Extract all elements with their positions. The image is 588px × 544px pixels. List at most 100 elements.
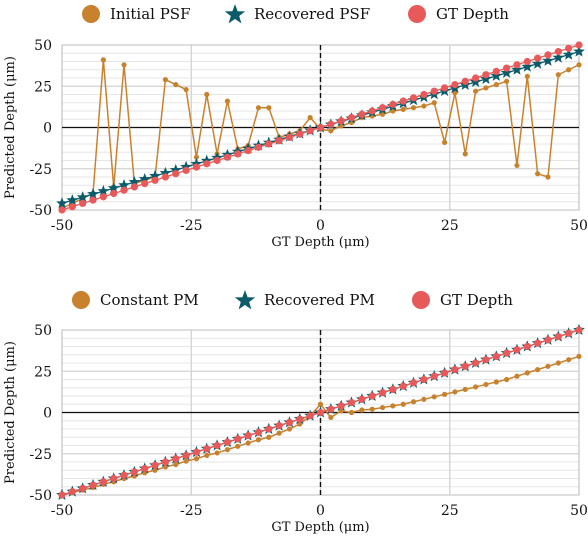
data-point-gt-depth	[79, 199, 87, 207]
data-point-gt-depth	[420, 375, 428, 384]
data-point-constant-pm	[266, 434, 272, 440]
data-point-gt-depth	[296, 415, 304, 423]
data-point-constant-pm	[421, 396, 427, 402]
data-point-gt-depth	[482, 71, 490, 79]
data-point-constant-pm	[214, 450, 220, 456]
data-point-gt-depth	[554, 333, 562, 341]
data-point-initial-psf	[493, 82, 499, 88]
data-point-recovered-psf	[56, 197, 68, 209]
data-point-gt-depth	[451, 366, 459, 374]
x-tick-label: 50	[570, 503, 588, 519]
data-point-constant-pm	[535, 367, 541, 373]
data-point-gt-depth	[213, 441, 221, 450]
y-tick-label: -25	[29, 162, 52, 178]
data-point-gt-depth	[120, 471, 128, 479]
x-tick-label: 0	[316, 218, 325, 234]
legend-item-gt-depth-2: GT Depth	[410, 286, 513, 314]
data-point-constant-pm	[369, 406, 375, 412]
data-point-gt-depth	[368, 392, 376, 400]
data-point-constant-pm	[204, 452, 210, 458]
data-point-gt-depth	[79, 484, 87, 492]
data-point-constant-pm	[235, 443, 241, 449]
data-point-gt-depth	[141, 465, 149, 473]
data-point-initial-psf	[524, 73, 530, 79]
data-point-gt-depth	[316, 408, 325, 417]
chart-initial-psf: -50 -25 0 25 50 -50 -25 0 25 50 GT Depth (μm) Predi…	[3, 38, 588, 250]
data-point-gt-depth	[192, 448, 201, 456]
data-point-gt-depth	[534, 339, 542, 347]
data-point-gt-depth	[99, 193, 107, 201]
y-tick-label: -50	[29, 488, 52, 504]
data-point-gt-depth	[337, 117, 345, 125]
legend-marker-star-teal	[224, 4, 246, 24]
data-point-gt-depth	[472, 74, 480, 82]
data-point-constant-pm	[379, 404, 386, 411]
data-point-constant-pm	[483, 381, 489, 388]
data-point-initial-psf	[535, 171, 541, 177]
data-point-initial-psf	[307, 115, 313, 121]
data-point-constant-pm	[493, 379, 499, 385]
data-point-gt-depth	[389, 385, 397, 393]
data-point-gt-depth	[461, 77, 469, 85]
data-point-gt-depth	[161, 458, 169, 466]
data-point-recovered-psf	[490, 69, 503, 81]
data-point-constant-pm	[431, 394, 437, 400]
data-point-recovered-psf	[500, 66, 513, 78]
data-point-gt-depth	[565, 329, 573, 337]
data-point-gt-depth	[68, 203, 76, 211]
data-point-constant-pm	[576, 353, 582, 359]
data-point-gt-depth	[337, 402, 345, 410]
data-point-recovered-psf	[521, 60, 534, 72]
data-point-gt-depth	[110, 474, 118, 483]
data-point-constant-pm	[566, 357, 572, 363]
data-point-recovered-psf	[97, 184, 110, 197]
data-point-gt-depth	[358, 110, 366, 118]
y-axis-label: Predicted Depth (μm)	[3, 56, 18, 199]
data-point-gt-depth	[223, 153, 232, 161]
series-gt-depth	[58, 41, 583, 214]
data-point-constant-pm	[504, 376, 510, 383]
legend-bottom: Constant PM Recovered PM GT Depth	[0, 286, 588, 314]
y-tick-label: 50	[34, 323, 52, 339]
data-point-gt-depth	[130, 468, 138, 476]
data-point-gt-depth	[254, 143, 263, 151]
data-point-gt-depth	[492, 352, 500, 360]
data-point-initial-psf	[514, 162, 520, 169]
data-point-initial-psf	[379, 111, 386, 117]
x-tick-label: 0	[316, 503, 325, 519]
data-point-gt-depth	[409, 94, 418, 102]
legend-label-gt-depth: GT Depth	[436, 5, 509, 23]
data-point-gt-depth	[430, 87, 438, 95]
data-point-recovered-psf	[87, 187, 99, 200]
data-point-constant-pm	[555, 360, 561, 366]
data-point-gt-depth	[203, 445, 211, 453]
data-point-gt-depth	[409, 379, 418, 387]
data-point-constant-pm	[245, 440, 251, 446]
data-point-recovered-psf	[107, 182, 120, 194]
data-point-recovered-psf	[128, 175, 141, 188]
data-point-initial-psf	[545, 174, 551, 180]
data-point-constant-pm	[193, 456, 200, 462]
data-point-constant-pm	[286, 426, 293, 432]
data-point-gt-depth	[172, 170, 180, 178]
data-point-gt-depth	[306, 412, 314, 420]
y-tick-label: 25	[34, 79, 52, 95]
data-point-gt-depth	[513, 346, 521, 354]
data-point-gt-depth	[503, 64, 511, 72]
data-point-initial-psf	[576, 62, 582, 68]
data-point-recovered-psf	[138, 172, 151, 185]
data-point-constant-pm	[441, 391, 448, 397]
data-point-gt-depth	[534, 54, 542, 62]
data-point-recovered-psf	[531, 57, 544, 69]
legend-item-constant-pm: Constant PM	[70, 286, 199, 314]
series-gt-depth	[58, 326, 583, 499]
data-point-gt-depth	[420, 90, 428, 99]
data-point-constant-pm	[183, 458, 189, 464]
data-point-constant-pm	[452, 389, 458, 395]
x-axis-label: GT Depth (μm)	[271, 235, 369, 250]
data-point-gt-depth	[192, 163, 201, 171]
data-point-constant-pm	[462, 386, 468, 392]
data-point-recovered-psf	[542, 54, 554, 66]
x-axis-label: GT Depth (μm)	[271, 520, 369, 535]
data-point-gt-depth	[523, 57, 531, 66]
